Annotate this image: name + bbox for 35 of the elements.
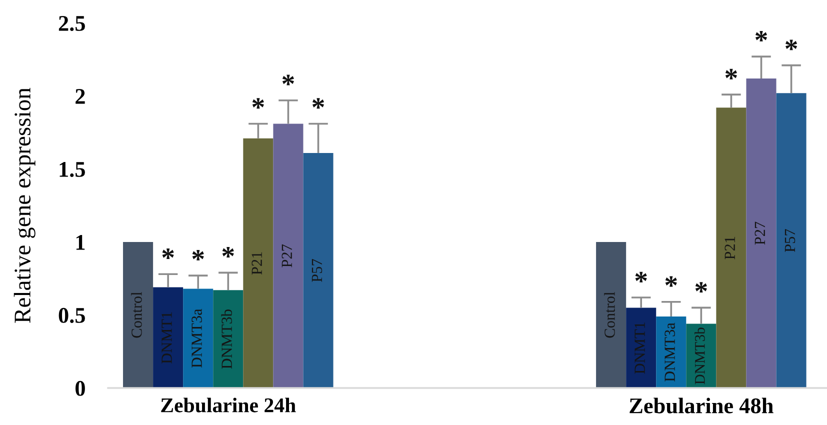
series-label: P21 bbox=[724, 236, 735, 260]
series-label: DNMT3b bbox=[694, 328, 705, 384]
data-label: * bbox=[192, 250, 204, 260]
text: DNMT3a bbox=[192, 308, 202, 368]
series-label: DNMT3a bbox=[664, 322, 675, 382]
text: P57 bbox=[312, 259, 322, 282]
data-label: * bbox=[785, 40, 798, 50]
data-label: * bbox=[252, 98, 264, 109]
data-label: * bbox=[635, 272, 647, 282]
text: DNMT1 bbox=[634, 322, 645, 374]
y-tick-label: 1.5 bbox=[60, 162, 85, 178]
y-tick-label: 0.5 bbox=[58, 308, 85, 324]
y-tick-label: 1 bbox=[76, 235, 85, 250]
data-label: * bbox=[665, 276, 677, 287]
y-axis-title: Relative gene expression bbox=[14, 88, 36, 323]
data-label: * bbox=[725, 68, 737, 80]
series-label: P27 bbox=[754, 222, 765, 245]
text: Control bbox=[604, 292, 615, 338]
data-label: * bbox=[312, 98, 324, 109]
text: DNMT3b bbox=[221, 310, 232, 369]
data-label: * bbox=[222, 247, 234, 258]
y-tick-label: 2.5 bbox=[58, 16, 85, 32]
data-label: * bbox=[755, 30, 768, 42]
text: P27 bbox=[282, 244, 292, 268]
series-label: DNMT1 bbox=[162, 312, 172, 364]
data-label: * bbox=[282, 74, 294, 86]
text: P21 bbox=[252, 252, 262, 275]
x-tick-label: Zebularine 48h bbox=[630, 398, 774, 414]
data-label: * bbox=[162, 248, 174, 259]
y-tick-label: 2 bbox=[76, 88, 85, 104]
y-tick-label: 0 bbox=[76, 380, 85, 396]
data-label: * bbox=[695, 282, 707, 293]
series-label: Control bbox=[131, 292, 142, 338]
series-label: P57 bbox=[784, 229, 796, 252]
x-tick-label: Zebularine 24h bbox=[161, 398, 296, 412]
